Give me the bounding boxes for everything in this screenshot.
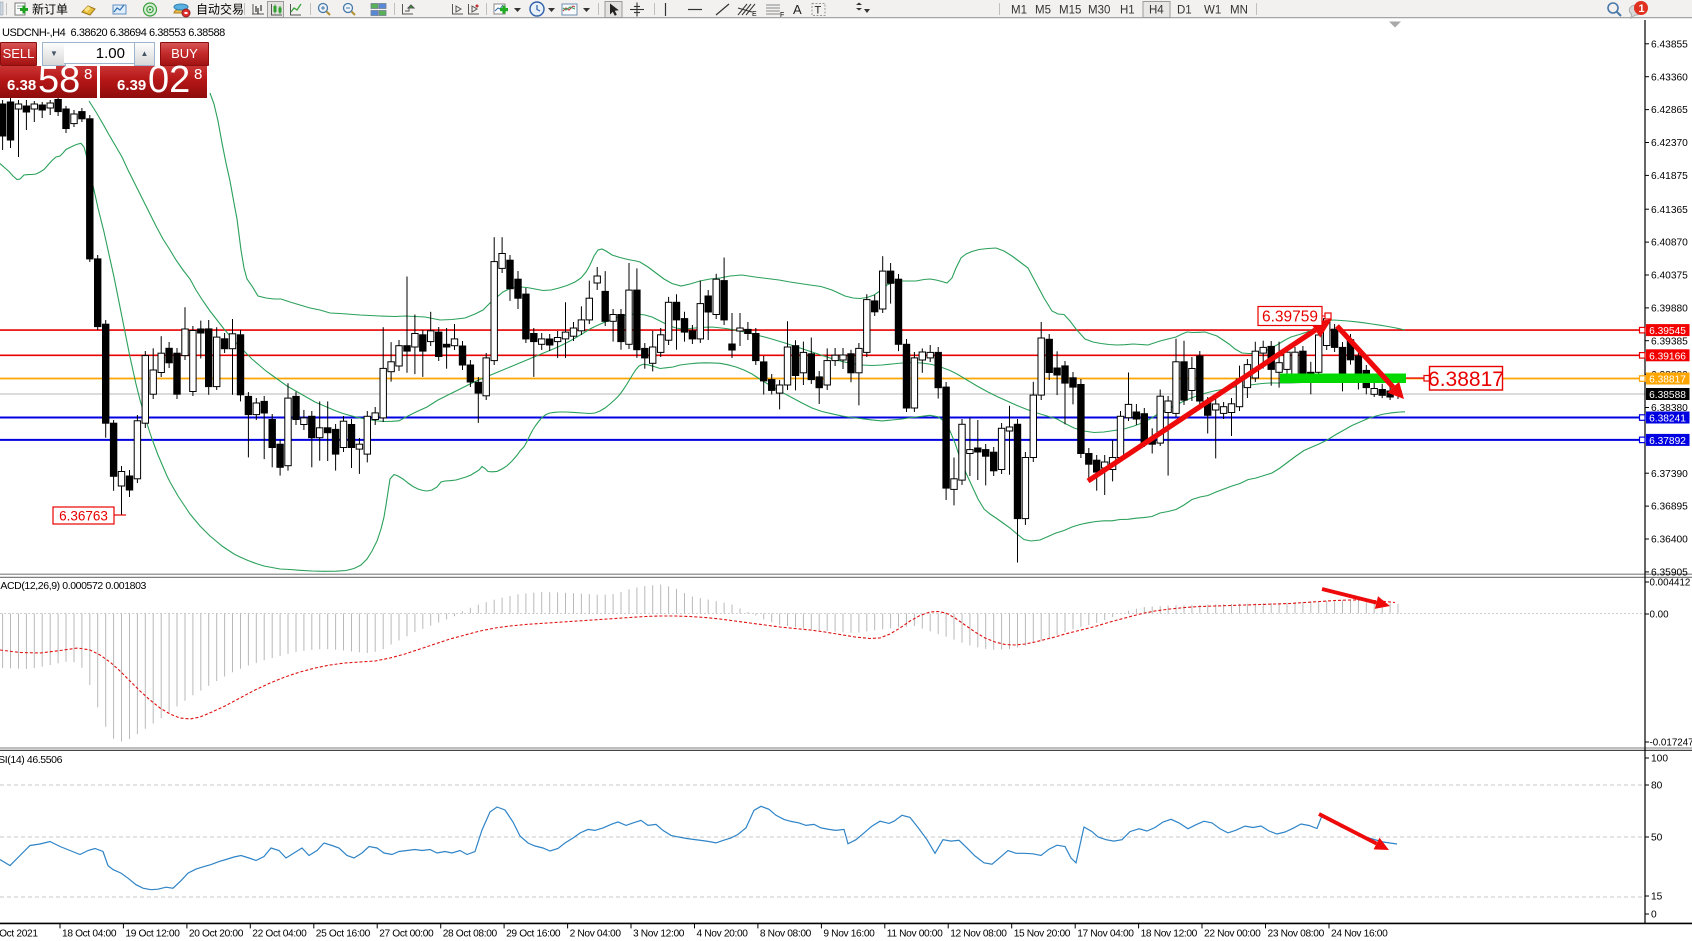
svg-text:2 Nov 04:00: 2 Nov 04:00 xyxy=(570,929,622,940)
svg-text:6.39759: 6.39759 xyxy=(1262,309,1318,326)
svg-text:USDCNH-,H4 6.38620 6.38694 6.: USDCNH-,H4 6.38620 6.38694 6.38553 6.385… xyxy=(2,27,225,39)
svg-text:RSI(14) 46.5506: RSI(14) 46.5506 xyxy=(0,754,63,766)
svg-text:MACD(12,26,9) 0.000572 0.00180: MACD(12,26,9) 0.000572 0.001803 xyxy=(0,580,147,592)
svg-text:6.39545: 6.39545 xyxy=(1649,326,1686,337)
svg-text:6.38380: 6.38380 xyxy=(1651,403,1688,414)
svg-text:6.40375: 6.40375 xyxy=(1651,271,1688,282)
svg-text:28 Oct 08:00: 28 Oct 08:00 xyxy=(443,929,498,940)
svg-text:11 Nov 00:00: 11 Nov 00:00 xyxy=(887,929,943,940)
svg-text:0.00: 0.00 xyxy=(1650,610,1670,621)
svg-text:6.38817: 6.38817 xyxy=(1428,368,1504,391)
svg-text:15 Nov 20:00: 15 Nov 20:00 xyxy=(1014,929,1071,940)
svg-text:18 Nov 12:00: 18 Nov 12:00 xyxy=(1141,929,1198,940)
svg-text:9 Nov 16:00: 9 Nov 16:00 xyxy=(823,929,875,940)
svg-text:M1: M1 xyxy=(1011,5,1027,17)
svg-text:4 Nov 20:00: 4 Nov 20:00 xyxy=(697,929,749,940)
svg-text:6.38241: 6.38241 xyxy=(1649,414,1686,425)
svg-text:自动交易: 自动交易 xyxy=(196,2,244,17)
svg-text:6.38817: 6.38817 xyxy=(1649,375,1686,386)
svg-text:MN: MN xyxy=(1230,5,1248,17)
svg-text:12 Nov 08:00: 12 Nov 08:00 xyxy=(950,929,1007,940)
svg-text:M5: M5 xyxy=(1035,5,1051,17)
svg-text:0: 0 xyxy=(1651,910,1657,921)
svg-text:T: T xyxy=(815,5,822,17)
svg-text:新订单: 新订单 xyxy=(32,2,68,17)
svg-text:H1: H1 xyxy=(1120,5,1135,17)
svg-text:W1: W1 xyxy=(1204,5,1221,17)
svg-text:1: 1 xyxy=(1639,3,1645,15)
svg-text:6.36763: 6.36763 xyxy=(59,509,108,524)
svg-text:8 Nov 08:00: 8 Nov 08:00 xyxy=(760,929,812,940)
svg-text:0.004412: 0.004412 xyxy=(1650,578,1691,589)
svg-text:15 Oct 2021: 15 Oct 2021 xyxy=(0,929,38,940)
svg-text:6.39166: 6.39166 xyxy=(1649,351,1686,362)
svg-text:E: E xyxy=(752,11,757,18)
svg-text:80: 80 xyxy=(1651,781,1663,792)
svg-text:F: F xyxy=(780,12,784,19)
svg-text:6.42370: 6.42370 xyxy=(1651,138,1688,149)
svg-text:M30: M30 xyxy=(1088,5,1110,17)
svg-text:6.43360: 6.43360 xyxy=(1651,72,1688,83)
svg-text:6.40870: 6.40870 xyxy=(1651,238,1688,249)
svg-text:A: A xyxy=(793,2,802,17)
svg-text:20 Oct 20:00: 20 Oct 20:00 xyxy=(189,929,244,940)
svg-text:M15: M15 xyxy=(1059,5,1081,17)
svg-text:6.38588: 6.38588 xyxy=(1649,390,1686,401)
svg-text:50: 50 xyxy=(1651,833,1663,844)
svg-text:H4: H4 xyxy=(1149,5,1164,17)
svg-text:-0.017247: -0.017247 xyxy=(1650,738,1692,749)
svg-text:23 Nov 08:00: 23 Nov 08:00 xyxy=(1268,929,1325,940)
svg-text:25 Oct 16:00: 25 Oct 16:00 xyxy=(316,929,371,940)
svg-text:D1: D1 xyxy=(1177,5,1192,17)
svg-text:6.39880: 6.39880 xyxy=(1651,304,1688,315)
svg-text:24 Nov 16:00: 24 Nov 16:00 xyxy=(1331,929,1388,940)
svg-text:22 Oct 04:00: 22 Oct 04:00 xyxy=(252,929,307,940)
svg-text:6.41875: 6.41875 xyxy=(1651,171,1688,182)
svg-text:17 Nov 04:00: 17 Nov 04:00 xyxy=(1077,929,1134,940)
svg-text:29 Oct 16:00: 29 Oct 16:00 xyxy=(506,929,561,940)
svg-text:6.43855: 6.43855 xyxy=(1651,39,1688,50)
svg-text:6.37390: 6.37390 xyxy=(1651,469,1688,480)
svg-text:22 Nov 00:00: 22 Nov 00:00 xyxy=(1204,929,1261,940)
svg-text:15: 15 xyxy=(1651,892,1663,903)
svg-text:3 Nov 12:00: 3 Nov 12:00 xyxy=(633,929,685,940)
svg-text:27 Oct 00:00: 27 Oct 00:00 xyxy=(379,929,434,940)
svg-text:18 Oct 04:00: 18 Oct 04:00 xyxy=(62,929,117,940)
svg-text:6.39385: 6.39385 xyxy=(1651,336,1688,347)
svg-text:6.35905: 6.35905 xyxy=(1651,568,1688,579)
svg-text:6.41365: 6.41365 xyxy=(1651,205,1688,216)
svg-text:19 Oct 12:00: 19 Oct 12:00 xyxy=(125,929,180,940)
svg-text:6.37892: 6.37892 xyxy=(1649,436,1686,447)
svg-text:6.36895: 6.36895 xyxy=(1651,502,1688,513)
svg-text:6.42865: 6.42865 xyxy=(1651,105,1688,116)
svg-text:100: 100 xyxy=(1651,754,1668,765)
svg-text:6.36400: 6.36400 xyxy=(1651,535,1688,546)
